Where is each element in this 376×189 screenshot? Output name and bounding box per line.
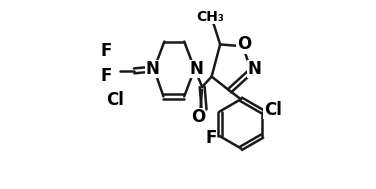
Text: N: N — [247, 60, 261, 78]
Text: N: N — [190, 60, 203, 78]
Text: F: F — [100, 67, 111, 85]
Text: F: F — [205, 129, 217, 147]
Text: Cl: Cl — [106, 91, 124, 109]
Text: CH₃: CH₃ — [196, 10, 224, 24]
Text: Cl: Cl — [264, 101, 282, 119]
Text: O: O — [237, 35, 251, 53]
Text: F: F — [100, 42, 111, 60]
Text: N: N — [145, 60, 159, 78]
Text: O: O — [191, 108, 205, 126]
